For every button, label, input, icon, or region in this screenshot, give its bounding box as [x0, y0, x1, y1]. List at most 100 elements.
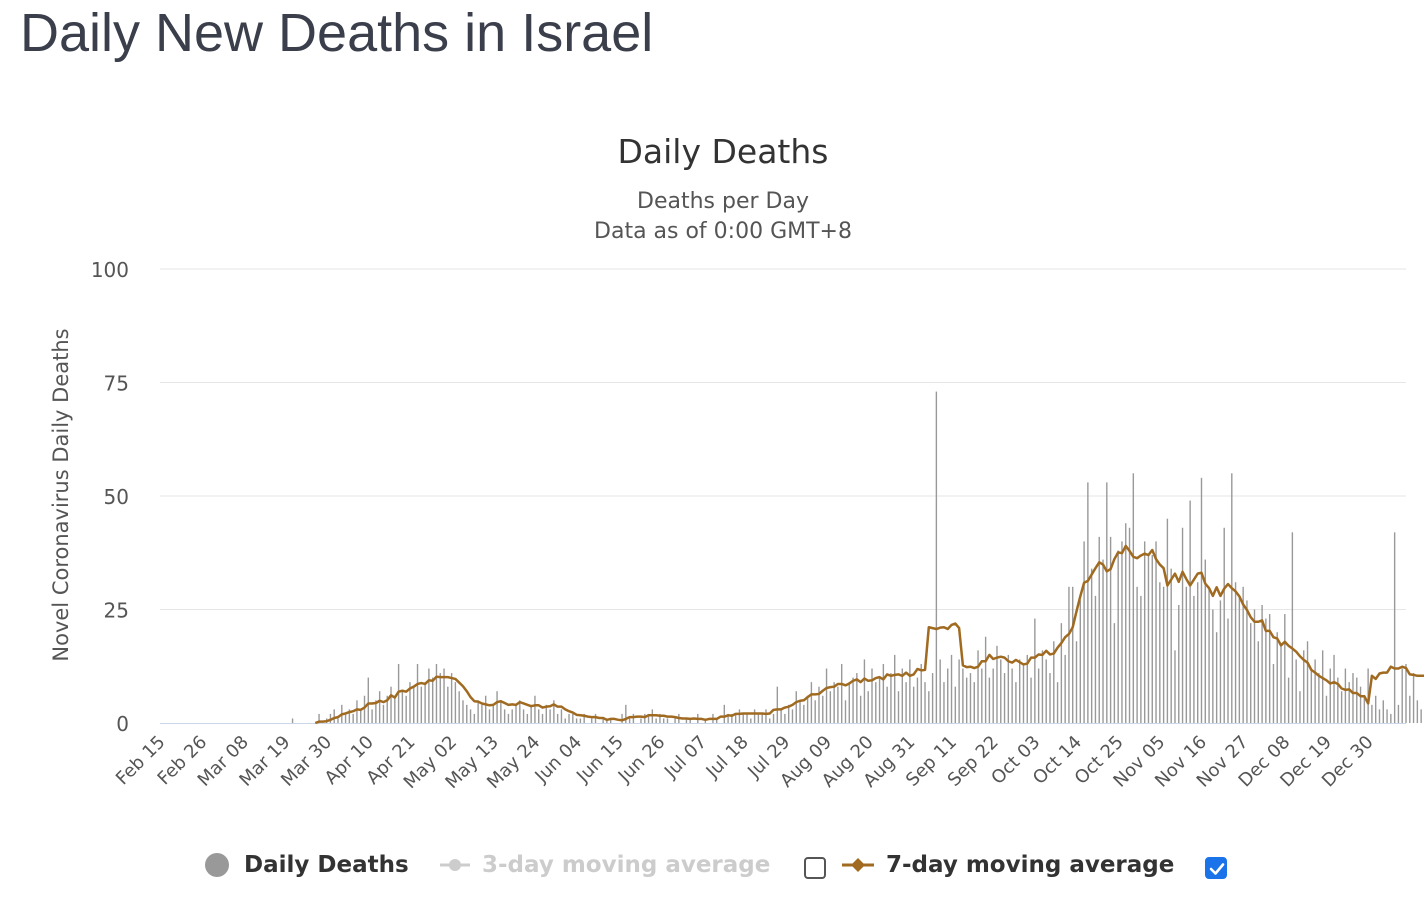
bar — [1098, 536, 1100, 723]
bar — [1363, 695, 1366, 723]
bar — [1117, 550, 1119, 723]
bar — [863, 659, 866, 723]
bar — [1246, 600, 1248, 723]
bar — [1094, 595, 1097, 723]
bar — [363, 695, 366, 723]
bar — [473, 713, 476, 723]
bar — [878, 677, 881, 723]
bar — [443, 668, 445, 723]
bar — [1359, 686, 1362, 723]
y-axis-ticks: 0 25 50 75 100 — [91, 258, 129, 736]
y-tick-label: 75 — [104, 372, 129, 396]
bar — [761, 713, 763, 723]
bar — [776, 686, 779, 723]
bar — [1333, 654, 1335, 723]
bar — [1344, 668, 1347, 723]
bar — [1223, 527, 1225, 723]
bar — [867, 691, 869, 723]
bar — [738, 709, 741, 723]
bar — [954, 686, 957, 723]
bar — [859, 695, 862, 723]
bar — [916, 677, 919, 723]
bar — [1227, 618, 1229, 723]
bar — [659, 713, 661, 723]
bar — [420, 686, 423, 723]
bar — [897, 691, 900, 723]
bar — [522, 709, 525, 723]
bar — [1000, 659, 1002, 723]
bar — [356, 700, 358, 723]
bar — [579, 718, 582, 723]
bar — [731, 713, 733, 723]
bar — [1197, 582, 1199, 723]
bar — [1075, 641, 1078, 723]
bar — [1151, 555, 1153, 723]
bar — [1386, 709, 1388, 723]
y-tick-label: 50 — [104, 485, 129, 509]
bar — [450, 673, 453, 723]
x-tick-label: Jun 04 — [530, 732, 586, 788]
bar — [1003, 673, 1006, 723]
bar — [318, 713, 320, 723]
bar — [1159, 582, 1161, 723]
bar — [416, 663, 419, 723]
bar — [969, 673, 972, 723]
legend-item-7day-average[interactable]: 7-day moving average — [842, 845, 1174, 885]
bar — [1318, 673, 1320, 723]
bar — [1136, 586, 1138, 723]
bar — [594, 713, 597, 723]
bar — [481, 704, 483, 723]
bar — [1034, 618, 1036, 723]
bar — [1109, 536, 1112, 723]
legend-label-daily-deaths: Daily Deaths — [244, 852, 409, 878]
bar — [466, 704, 468, 723]
bar — [1026, 654, 1028, 723]
bar — [1287, 677, 1290, 723]
bar — [1390, 713, 1392, 723]
bar — [409, 682, 411, 723]
bar — [447, 686, 449, 723]
bar — [1295, 659, 1297, 723]
bar — [1329, 668, 1331, 723]
bar — [625, 704, 627, 723]
bar — [852, 677, 854, 723]
bar — [496, 691, 498, 723]
checkbox-3day-average[interactable] — [804, 857, 826, 879]
bar — [886, 686, 888, 723]
bar — [1056, 682, 1059, 723]
bar — [1132, 473, 1135, 723]
bar — [401, 691, 404, 723]
bar — [1053, 641, 1055, 723]
bar — [632, 713, 635, 723]
bar — [1405, 663, 1407, 723]
bar — [1200, 477, 1203, 723]
bar — [965, 677, 968, 723]
bar — [1037, 668, 1040, 723]
bar — [560, 709, 563, 723]
bar — [950, 654, 953, 723]
bar — [981, 668, 983, 723]
bar — [734, 713, 737, 723]
bar — [988, 677, 991, 723]
bar — [814, 700, 816, 723]
bar — [1397, 704, 1400, 723]
bar — [1375, 695, 1377, 723]
x-tick-label: Jul 18 — [702, 732, 753, 783]
bar — [1049, 673, 1051, 723]
legend-item-3day-average[interactable]: 3-day moving average — [440, 845, 770, 885]
bar — [871, 668, 873, 723]
legend-item-daily-deaths[interactable]: Daily Deaths — [204, 845, 409, 885]
bar — [348, 709, 351, 723]
bar — [894, 654, 896, 723]
checkbox-7day-average[interactable] — [1205, 857, 1227, 879]
bar — [431, 677, 434, 723]
bar — [291, 718, 294, 723]
bar — [890, 673, 892, 723]
bar — [628, 718, 631, 723]
bar — [1162, 586, 1165, 723]
bar — [1420, 709, 1422, 723]
bar — [591, 718, 593, 723]
bar — [935, 391, 938, 723]
bar — [1170, 568, 1172, 723]
